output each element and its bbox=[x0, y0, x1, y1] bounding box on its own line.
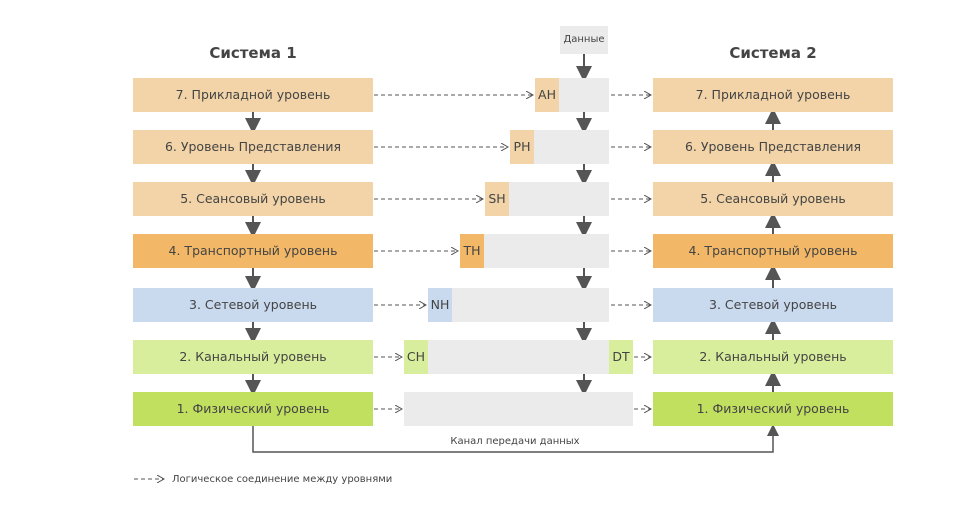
system2-layer-3: 3. Сетевой уровень bbox=[653, 288, 893, 322]
system2-layer-7: 7. Прикладной уровень bbox=[653, 78, 893, 112]
system1-title: Система 1 bbox=[209, 44, 297, 62]
header-6: PH bbox=[510, 130, 534, 164]
legend-label: Логическое соединение между уровнями bbox=[172, 474, 393, 485]
system2-title: Система 2 bbox=[729, 44, 817, 62]
header-2: CH bbox=[404, 340, 428, 374]
channel-line bbox=[252, 424, 779, 453]
system2-layer-2: 2. Канальный уровень bbox=[653, 340, 893, 374]
system1-layer-7: 7. Прикладной уровень bbox=[133, 78, 373, 112]
data-box: Данные bbox=[560, 26, 608, 54]
header-7: AH bbox=[535, 78, 559, 112]
system1-layer-3: 3. Сетевой уровень bbox=[133, 288, 373, 322]
system2-layer-1: 1. Физический уровень bbox=[653, 392, 893, 426]
header-5: SH bbox=[485, 182, 509, 216]
system2-layer-6: 6. Уровень Представления bbox=[653, 130, 893, 164]
trailer-dt: DT bbox=[609, 340, 633, 374]
pdu-bar bbox=[484, 234, 609, 268]
pdu-bar bbox=[559, 78, 609, 112]
pdu-bar bbox=[534, 130, 609, 164]
system2-layer-4: 4. Транспортный уровень bbox=[653, 234, 893, 268]
pdu-bar bbox=[452, 288, 609, 322]
pdu-bar bbox=[509, 182, 609, 216]
channel-label: Канал передачи данных bbox=[450, 436, 580, 447]
header-3: NH bbox=[428, 288, 452, 322]
system2-layer-5: 5. Сеансовый уровень bbox=[653, 182, 893, 216]
system1-layer-5: 5. Сеансовый уровень bbox=[133, 182, 373, 216]
system1-layer-2: 2. Канальный уровень bbox=[133, 340, 373, 374]
pdu-bar bbox=[404, 392, 633, 426]
header-4: TH bbox=[460, 234, 484, 268]
pdu-bar bbox=[428, 340, 609, 374]
system1-layer-4: 4. Транспортный уровень bbox=[133, 234, 373, 268]
system1-layer-6: 6. Уровень Представления bbox=[133, 130, 373, 164]
system1-layer-1: 1. Физический уровень bbox=[133, 392, 373, 426]
